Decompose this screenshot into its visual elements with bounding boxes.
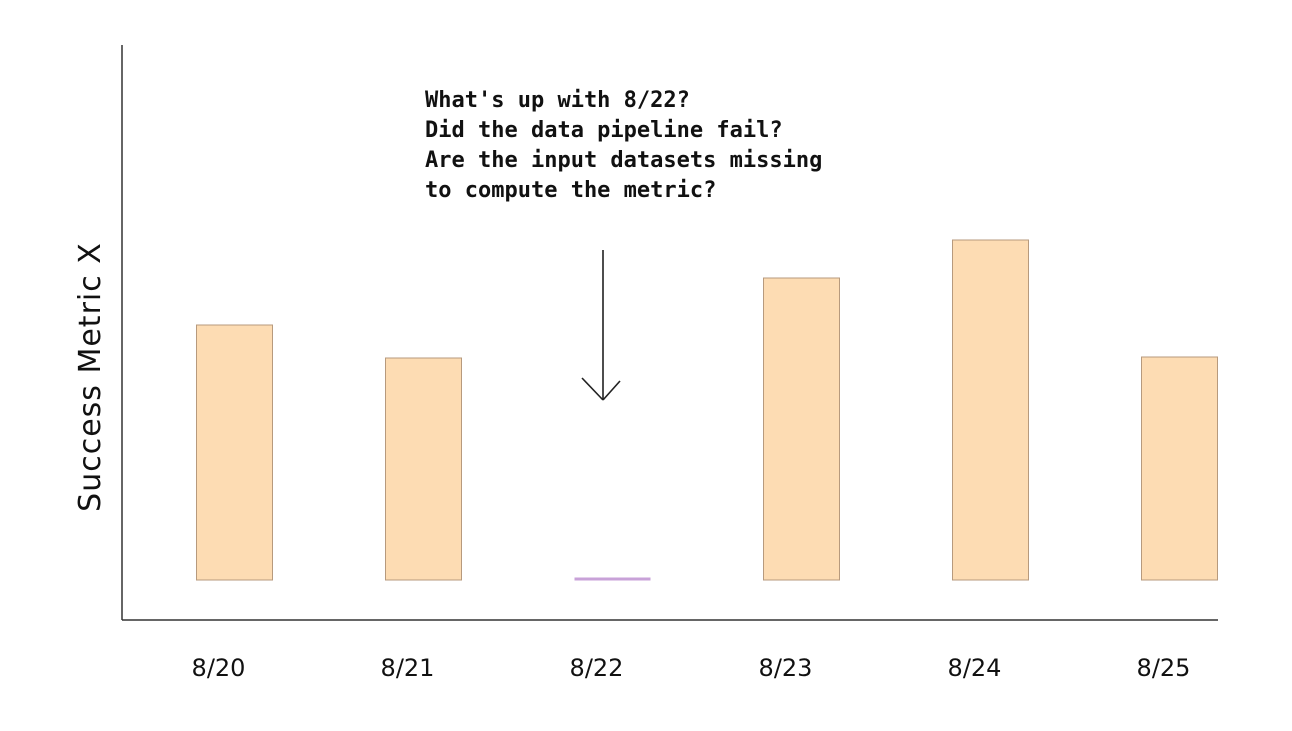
bar (763, 277, 840, 581)
bar (952, 239, 1029, 581)
x-tick-label: 8/21 (381, 654, 435, 682)
bar (385, 357, 462, 581)
x-tick-label: 8/24 (948, 654, 1002, 682)
annotation-line: to compute the metric? (425, 178, 716, 203)
x-tick-label: 8/23 (759, 654, 813, 682)
bar (1141, 356, 1218, 581)
annotation-line: Are the input datasets missing (425, 148, 822, 173)
y-axis-label: Success Metric X (73, 242, 108, 512)
x-tick-label: 8/25 (1137, 654, 1191, 682)
arrow (581, 250, 621, 401)
bar (196, 324, 273, 581)
annotation: What's up with 8/22? Did the data pipelin… (425, 88, 822, 203)
annotation-line: Did the data pipeline fail? (425, 118, 783, 143)
x-tick-label: 8/20 (192, 654, 246, 682)
annotation-line: What's up with 8/22? (425, 88, 690, 113)
x-tick-label: 8/22 (570, 654, 624, 682)
